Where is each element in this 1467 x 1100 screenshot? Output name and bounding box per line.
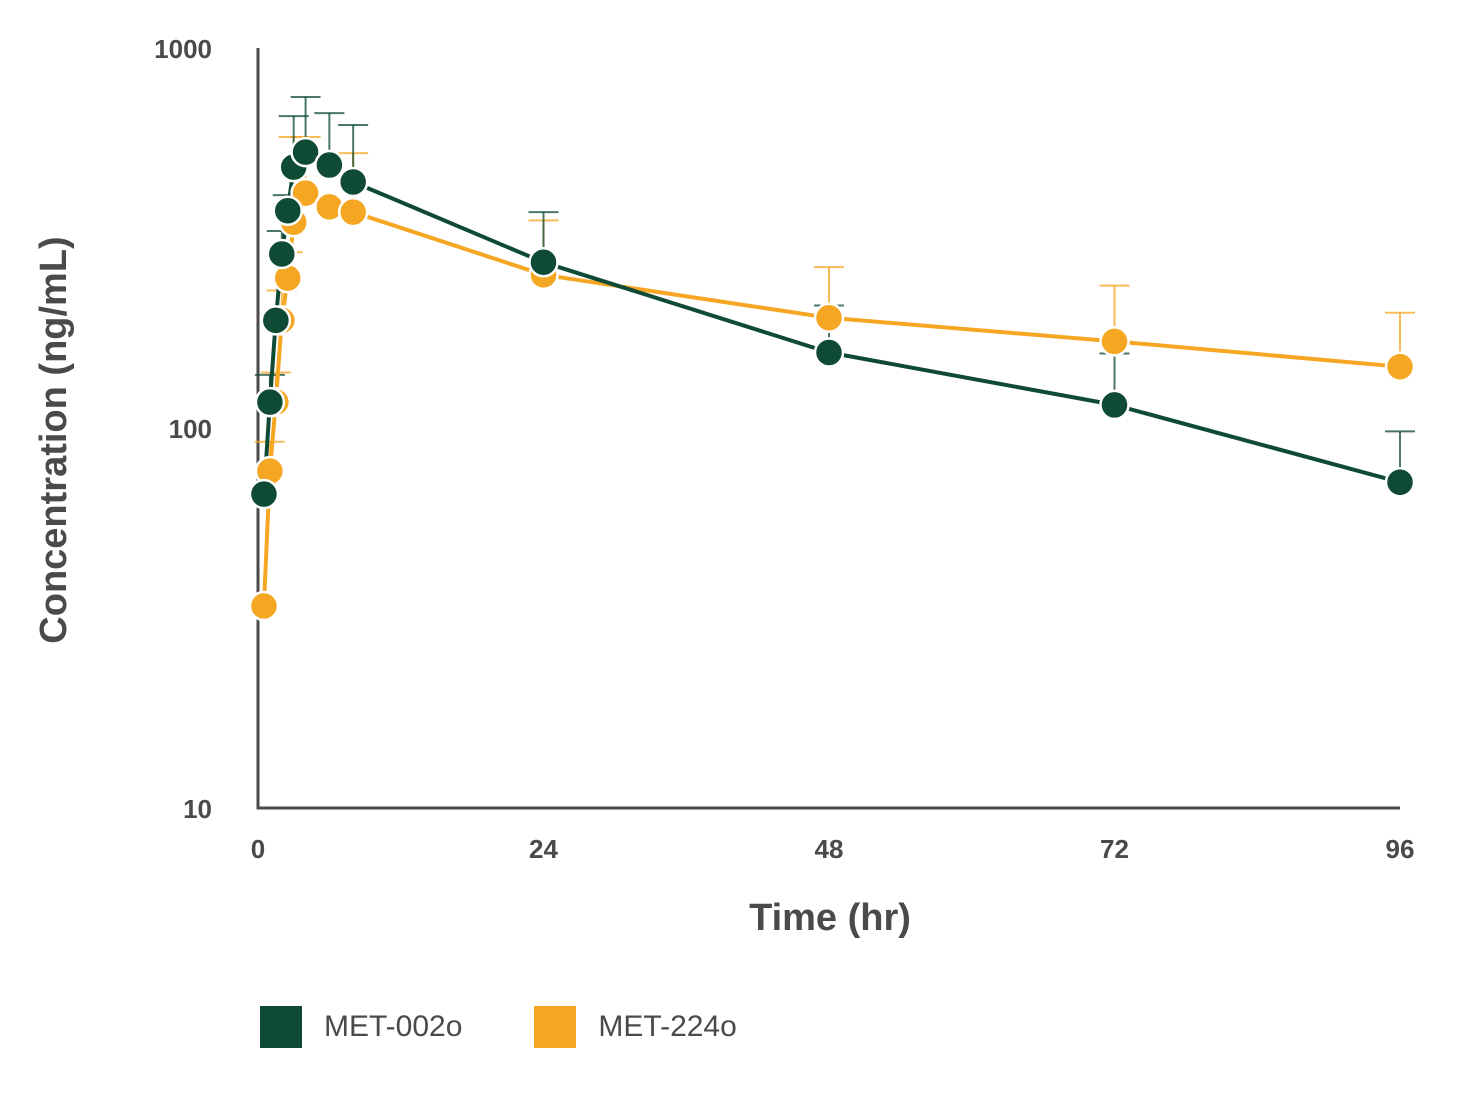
legend-swatch-met-002o bbox=[260, 1006, 302, 1048]
x-tick-label: 0 bbox=[251, 834, 265, 864]
legend-label: MET-002o bbox=[324, 1010, 463, 1043]
error-bars bbox=[254, 96, 1415, 483]
data-point-met-224o bbox=[1384, 351, 1416, 382]
x-tick-label: 96 bbox=[1386, 834, 1415, 864]
y-tick-label: 1000 bbox=[154, 34, 212, 64]
data-point-met-224o bbox=[813, 302, 845, 334]
legend: MET-002o MET-224o bbox=[260, 1006, 809, 1048]
legend-label: MET-224o bbox=[598, 1010, 737, 1043]
y-tick-label: 100 bbox=[169, 414, 212, 444]
x-axis-title: Time (hr) bbox=[749, 897, 911, 939]
legend-swatch-met-224o bbox=[534, 1006, 577, 1048]
pk-concentration-chart: 0 24 48 72 96 10 100 1000 Time (hr) Concentrati… bbox=[33, 34, 1416, 939]
data-point-met-224o bbox=[1099, 326, 1130, 357]
data-point-met-002o bbox=[528, 247, 559, 278]
data-point-met-224o bbox=[337, 196, 369, 228]
data-point-met-002o bbox=[1384, 466, 1416, 498]
legend-item-met-224o[interactable]: MET-224o bbox=[534, 1006, 737, 1048]
data-point-met-002o bbox=[290, 136, 321, 168]
axes: 0 24 48 72 96 10 100 1000 bbox=[154, 34, 1414, 864]
data-point-met-002o bbox=[272, 195, 303, 227]
data-point-met-002o bbox=[254, 386, 286, 418]
data-point-met-002o bbox=[314, 149, 345, 181]
x-tick-label: 72 bbox=[1100, 834, 1129, 864]
data-point-met-002o bbox=[266, 238, 298, 270]
y-axis-title: Concentration (ng/mL) bbox=[33, 236, 75, 643]
series-line-met-224o bbox=[261, 191, 1401, 607]
data-point-met-002o bbox=[813, 337, 845, 368]
x-tick-label: 24 bbox=[529, 834, 558, 864]
x-tick-label: 48 bbox=[815, 834, 844, 864]
series-lines bbox=[261, 150, 1401, 607]
data-point-met-002o bbox=[248, 478, 280, 510]
data-point-met-224o bbox=[248, 590, 280, 622]
y-tick-label: 10 bbox=[183, 794, 212, 824]
data-point-met-002o bbox=[260, 305, 292, 336]
legend-item-met-002o[interactable]: MET-002o bbox=[260, 1006, 462, 1048]
series-points bbox=[248, 136, 1416, 622]
data-point-met-002o bbox=[1099, 389, 1130, 421]
data-point-met-002o bbox=[337, 166, 369, 198]
